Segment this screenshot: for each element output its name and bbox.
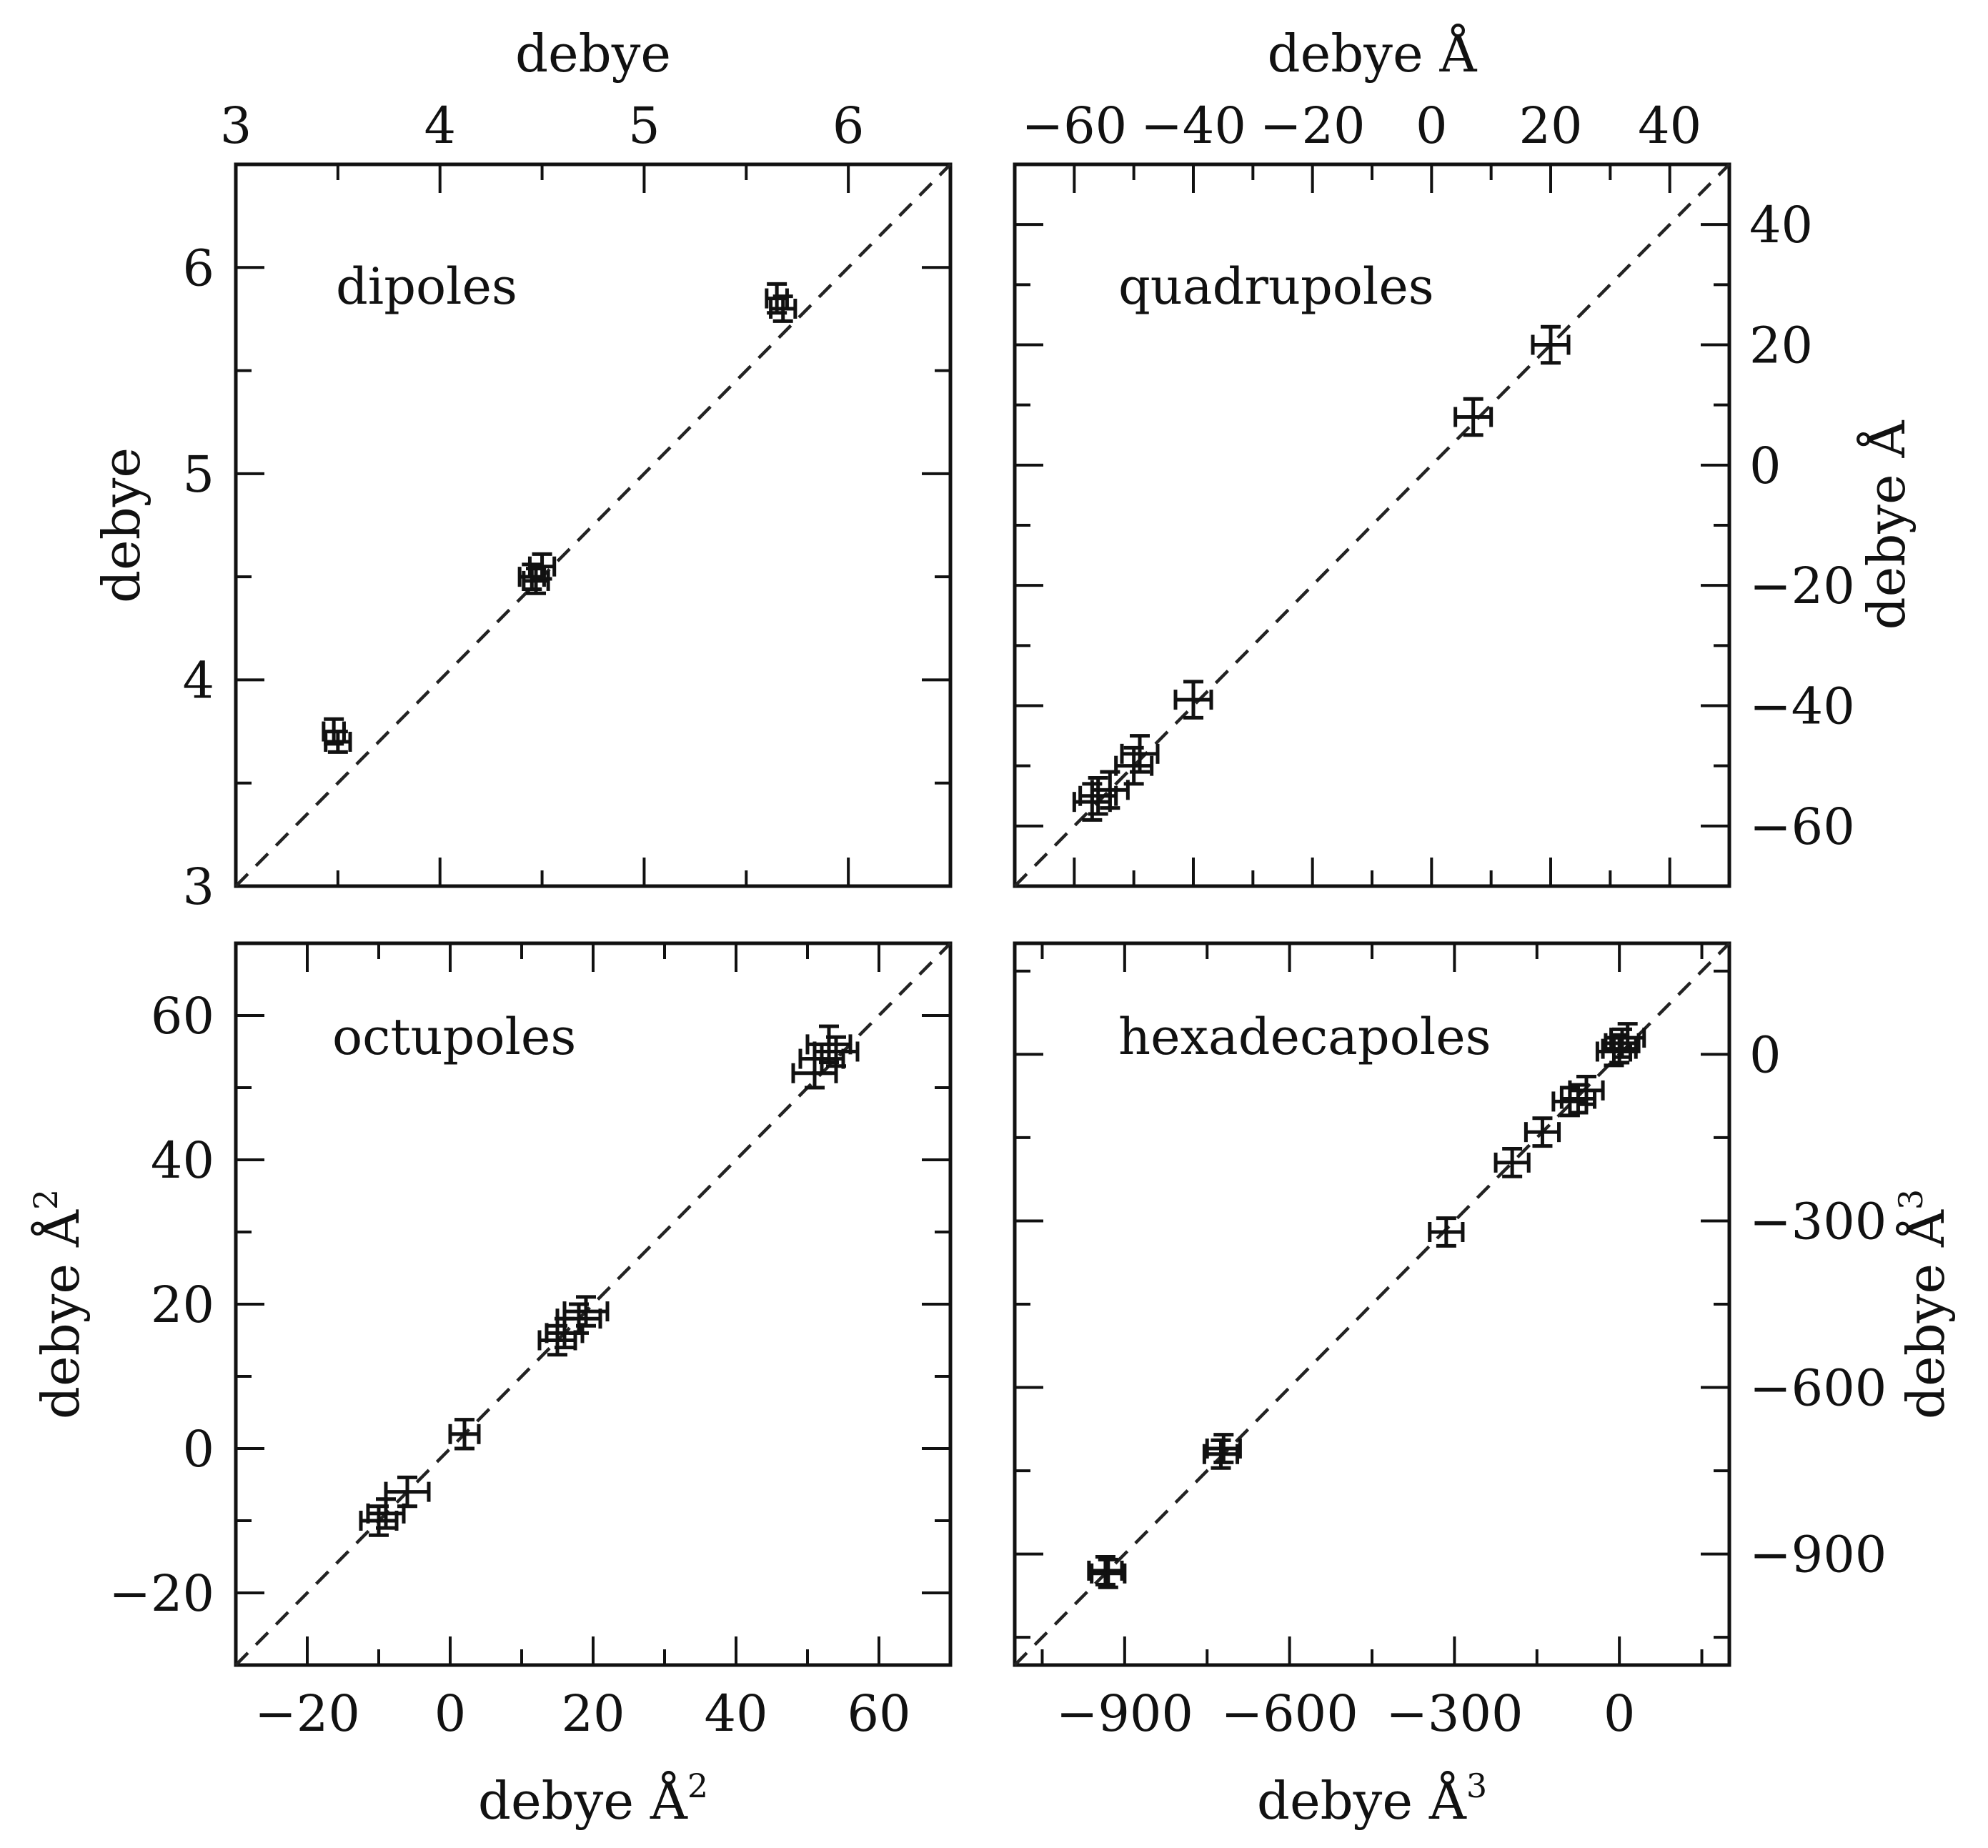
hexadecapoles-data-point [1494,1146,1531,1178]
hexadecapoles-bottom-axis-label-text: debye Å [1257,1770,1467,1831]
dipoles-panel-label: dipoles [336,257,517,316]
quadrupoles-x-tick-label: 20 [1519,96,1582,155]
hexadecapoles-bottom-axis-label: debye Å3 [1257,1767,1487,1831]
octupoles-y-tick-label: 40 [151,1131,214,1190]
hexadecapoles-panel-label: hexadecapoles [1118,1008,1491,1066]
quadrupoles-data-point [1173,680,1213,720]
hexadecapoles-x-tick-label: −600 [1221,1684,1358,1743]
octupoles-left-axis-label: debye Å2 [26,1189,91,1419]
quadrupoles-x-tick-label: 40 [1638,96,1701,155]
octupoles-x-tick-label: 0 [434,1684,467,1743]
dipoles-left-axis-label: debye [91,447,151,603]
hexadecapoles-right-axis-label: debye Å3 [1892,1189,1956,1419]
dipoles-data-point [769,294,797,323]
dipoles-panel: dipoles debye debye 3 4 5 6 3 4 5 6 [91,24,953,916]
quadrupoles-x-tick-label: −60 [1021,96,1127,155]
octupoles-y-tick-label: 0 [182,1420,214,1479]
quadrupoles-x-tick-label: −20 [1260,96,1366,155]
hexadecapoles-data-point [1428,1216,1465,1248]
quadrupoles-panel-label: quadrupoles [1118,257,1434,316]
hexadecapoles-data-point [1090,1557,1127,1589]
quadrupoles-y-tick-label: 20 [1749,317,1813,375]
hexadecapoles-data-point [1087,1555,1124,1586]
quadrupoles-y-tick-label: −60 [1749,798,1855,856]
hexadecapoles-data-point [1524,1116,1561,1148]
octupoles-data-point [562,1295,610,1328]
hexadecapoles-x-tick-label: −900 [1056,1684,1193,1743]
dipoles-x-tick-label: 6 [833,96,865,155]
octupoles-bottom-axis-label-sup: 2 [687,1767,708,1805]
quadrupoles-top-axis-label: debye Å [1268,23,1478,84]
quadrupoles-panel: quadrupoles debye Å debye Å −60 −40 −20 0 20… [1013,23,1917,888]
dipoles-data-point [324,730,352,754]
dipoles-data-point [522,567,550,595]
hexadecapoles-data-point [1568,1074,1605,1106]
octupoles-left-axis-label-sup: 2 [26,1189,65,1210]
hexadecapoles-x-tick-label: −300 [1386,1684,1523,1743]
hexadecapoles-x-tick-label: 0 [1604,1684,1636,1743]
octupoles-data-point [366,1497,406,1530]
quadrupoles-data-point [1090,770,1130,810]
octupoles-left-axis-label-text: debye Å [30,1209,91,1419]
octupoles-panel: octupoles debye Å2 debye Å2 −20 0 20 40 60−2… [26,941,953,1831]
quadrupoles-x-tick-label: −40 [1140,96,1246,155]
octupoles-data-point [805,1024,853,1065]
quadrupoles-y-tick-label: 40 [1749,196,1813,254]
hexadecapoles-bottom-axis-label-sup: 3 [1466,1767,1487,1805]
hexadecapoles-panel: hexadecapoles debye Å3 debye Å3 −900 −600… [1013,941,1956,1831]
dipoles-x-tick-label: 4 [424,96,456,155]
dipoles-x-tick-label: 3 [220,96,252,155]
quadrupoles-data-point [1120,734,1160,774]
octupoles-x-tick-label: 20 [561,1684,625,1743]
quadrupoles-y-tick-label: −40 [1749,677,1855,736]
octupoles-bottom-axis-label: debye Å2 [478,1767,708,1831]
hexadecapoles-right-axis-label-sup: 3 [1892,1189,1930,1210]
hexadecapoles-right-axis-label-text: debye Å [1895,1209,1956,1419]
hexadecapoles-y-tick-label: −300 [1749,1192,1887,1251]
octupoles-y-tick-label: 60 [151,987,214,1045]
dipoles-y-tick-label: 6 [182,239,214,297]
quadrupoles-y-tick-label: 0 [1749,437,1781,495]
octupoles-y-tick-label: −20 [109,1564,214,1623]
octupoles-data-point [812,1035,860,1068]
quadrupoles-data-point [1453,397,1494,437]
dipoles-y-tick-label: 5 [182,445,214,504]
octupoles-x-tick-label: 60 [847,1684,910,1743]
dipoles-x-tick-label: 5 [628,96,660,155]
dipoles-top-axis-label: debye [515,24,671,84]
dipoles-y-tick-label: 4 [182,651,214,710]
hexadecapoles-y-tick-label: −600 [1749,1359,1887,1418]
octupoles-y-tick-label: 20 [151,1276,214,1334]
octupoles-x-tick-label: −20 [254,1684,360,1743]
octupoles-data-point [384,1475,431,1509]
quadrupoles-x-tick-label: 0 [1416,96,1448,155]
octupoles-x-tick-label: 40 [704,1684,767,1743]
dipoles-y-tick-label: 3 [182,858,214,916]
octupoles-bottom-axis-label-text: debye Å [478,1770,688,1831]
hexadecapoles-y-tick-label: 0 [1749,1025,1781,1084]
quadrupoles-data-point [1531,324,1571,365]
hexadecapoles-data-point [1202,1438,1240,1470]
octupoles-panel-label: octupoles [332,1008,576,1066]
hexadecapoles-data-point [1609,1022,1646,1053]
quadrupoles-y-tick-label: −20 [1749,557,1855,615]
dipoles-plot-frame [234,162,953,888]
hexadecapoles-y-tick-label: −900 [1749,1526,1887,1584]
octupoles-data-point [448,1418,481,1451]
quadrupoles-right-axis-label: debye Å [1856,420,1917,630]
